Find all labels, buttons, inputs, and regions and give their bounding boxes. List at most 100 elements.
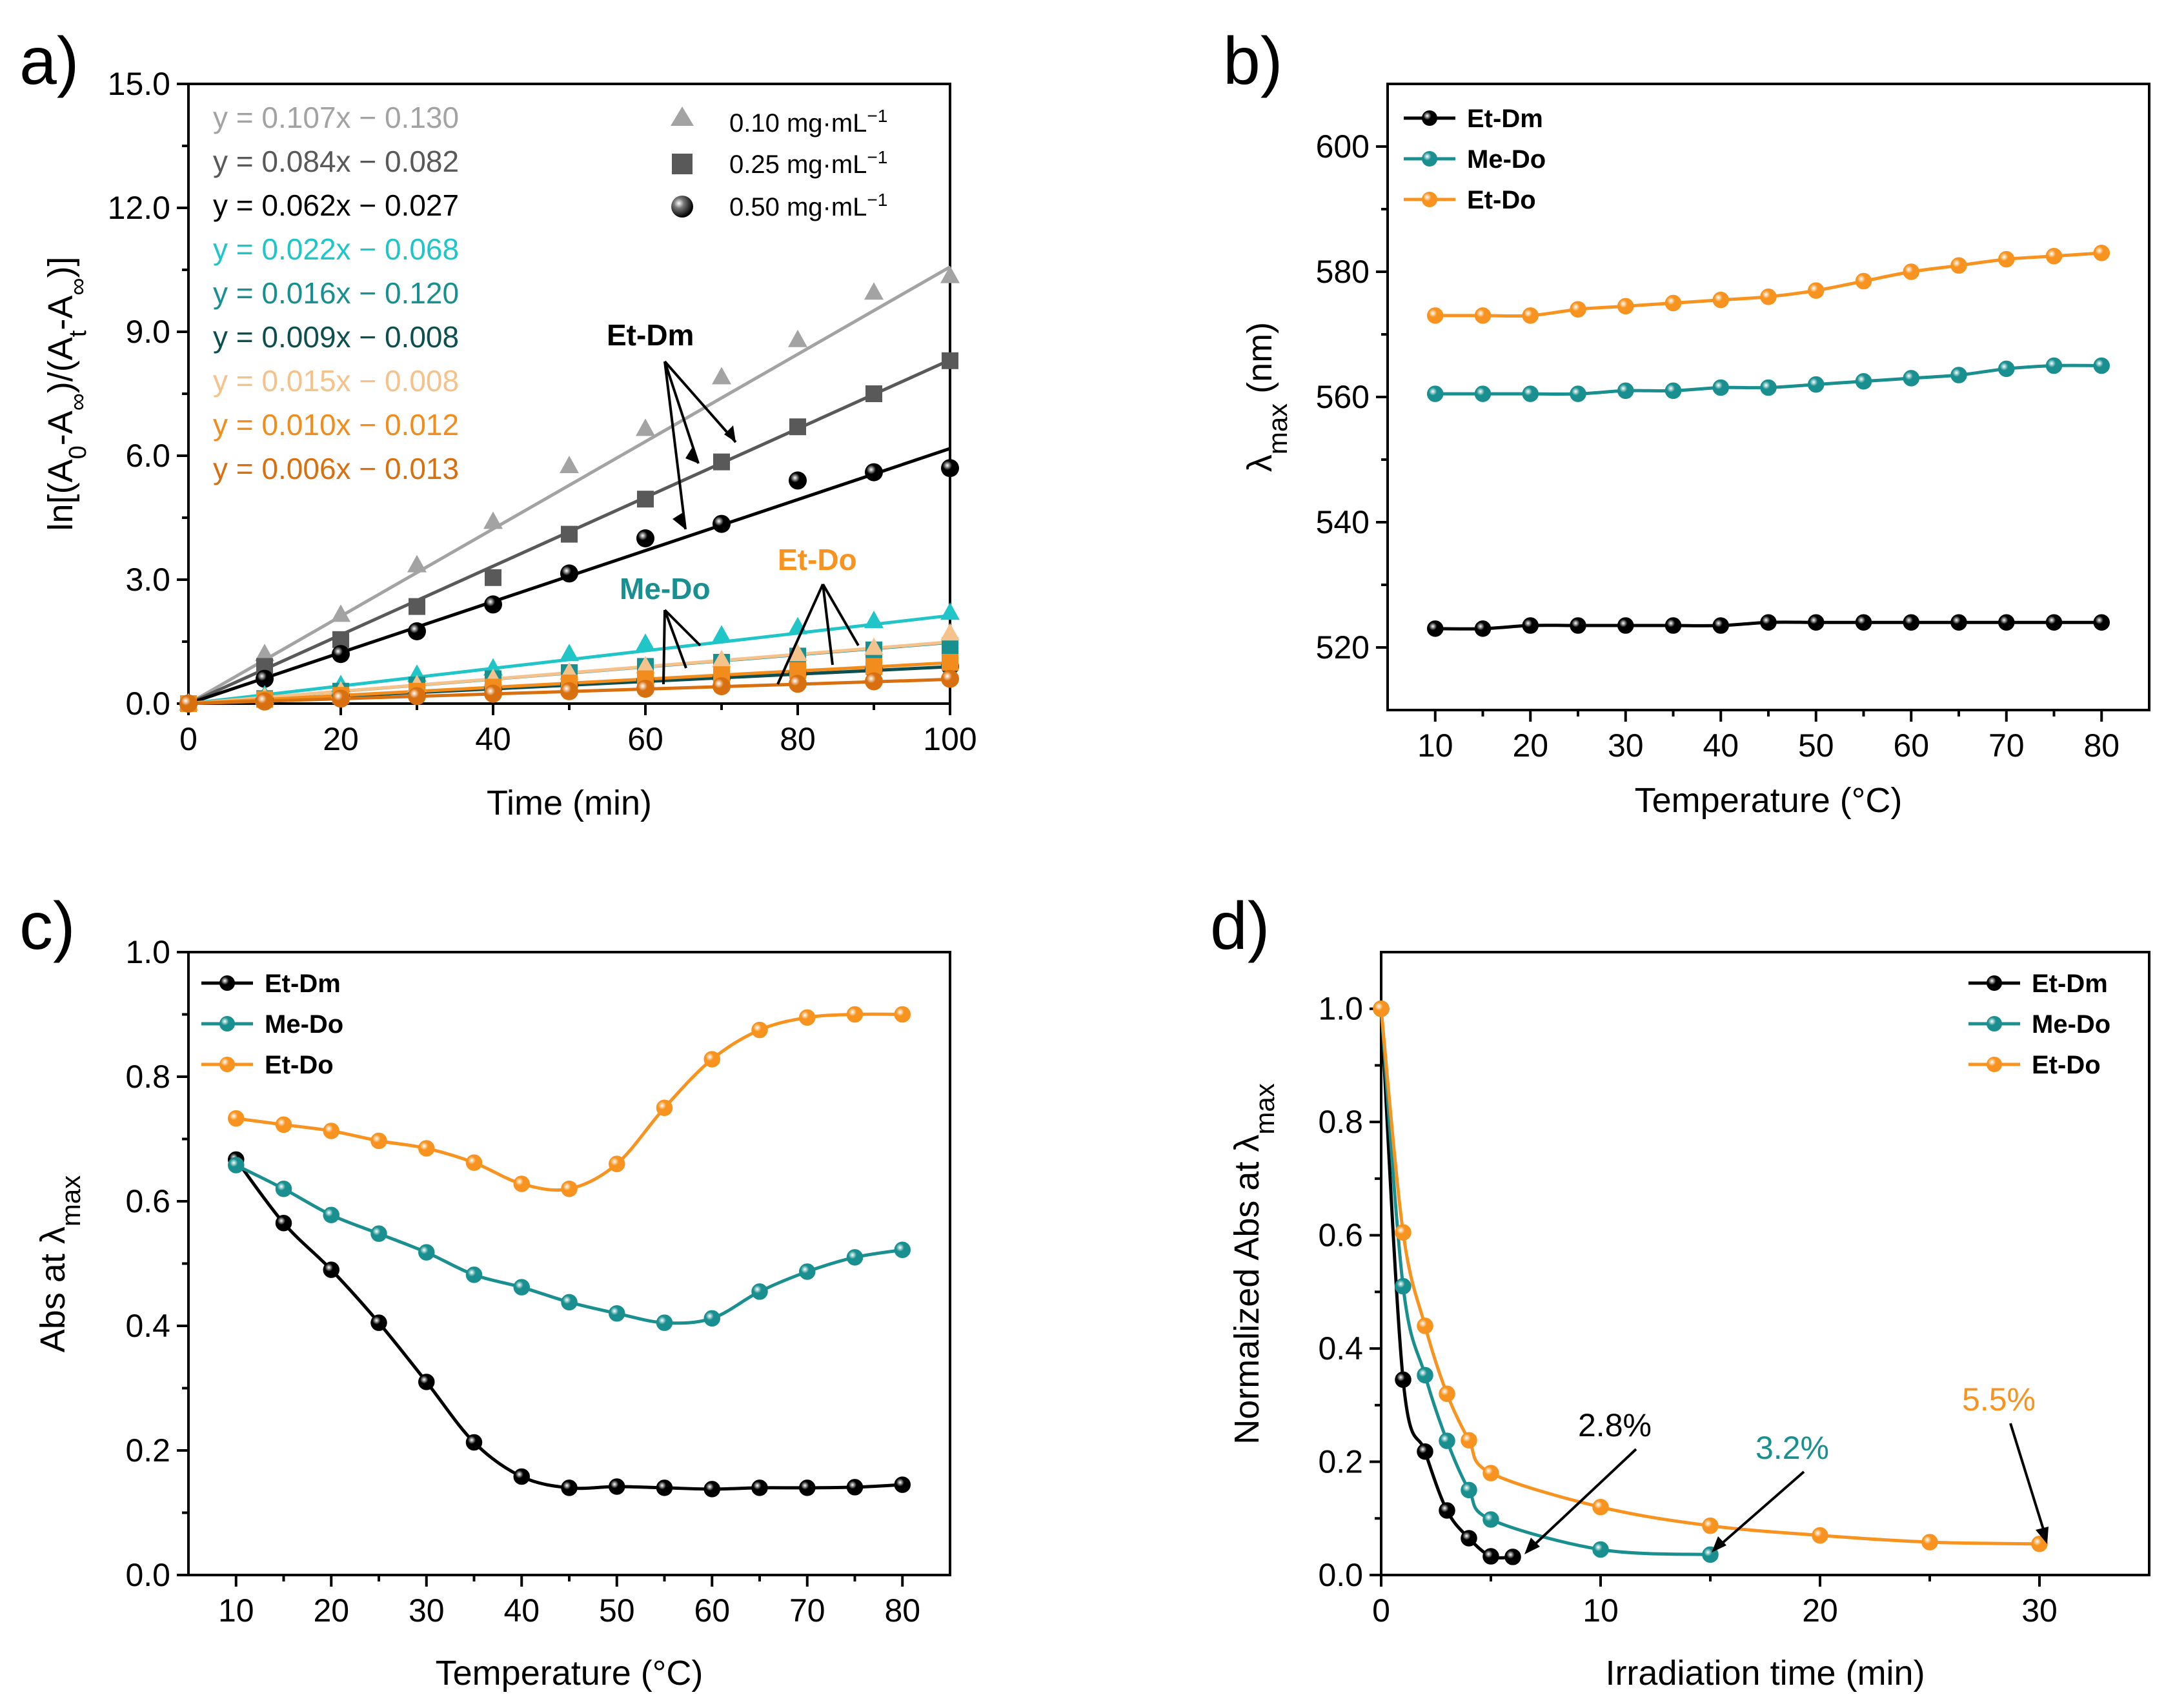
data-point	[865, 385, 882, 402]
equation-1: y = 0.107x − 0.130	[213, 101, 459, 134]
data-point	[465, 1266, 483, 1283]
data-point	[864, 611, 884, 628]
data-point	[418, 1374, 435, 1390]
x-tick-label: 80	[884, 1592, 920, 1629]
arrows-et-do-a	[776, 583, 860, 685]
arrowhead-3-2-percent	[1712, 1536, 1726, 1552]
panel-b-lines	[1427, 245, 2110, 637]
legend-label: Et-Do	[265, 1051, 334, 1079]
data-point	[2045, 357, 2063, 374]
data-point	[483, 511, 503, 529]
data-point	[256, 669, 274, 688]
legend-marker	[1987, 1057, 2002, 1072]
y-tick-label: 0.0	[125, 1557, 170, 1593]
x-tick-label: 70	[1988, 727, 2025, 764]
data-point	[275, 1116, 292, 1134]
panel-a-legend: 0.10 mg·mL−1 0.25 mg·mL−1 0.50 mg·mL−1	[671, 106, 887, 221]
data-point	[609, 1305, 625, 1322]
data-point	[865, 463, 883, 482]
data-point	[864, 282, 884, 300]
data-point	[656, 1479, 673, 1496]
data-point	[1592, 1541, 1609, 1558]
x-tick-label: 80	[2083, 727, 2119, 764]
legend-marker	[1422, 110, 1437, 126]
x-tick-label: 30	[1608, 727, 1644, 764]
data-point	[332, 645, 350, 664]
x-tick-label: 10	[1417, 727, 1453, 764]
data-point	[1482, 1548, 1499, 1565]
data-point	[636, 418, 655, 436]
data-point	[1427, 385, 1444, 402]
data-point	[513, 1279, 530, 1296]
y-tick-label: 600	[1316, 128, 1370, 165]
panel-d-frame	[1380, 951, 2150, 1576]
legend-label: Me-Do	[265, 1010, 343, 1039]
legend-label: Me-Do	[2032, 1010, 2110, 1039]
arrowheads-et-dm-a	[673, 425, 736, 529]
x-tick-label: 0	[1372, 1592, 1390, 1629]
data-point	[465, 1434, 483, 1451]
data-point	[894, 1006, 911, 1023]
panel-d-legend: Et-Dm Me-Do Et-Do	[1968, 970, 2110, 1079]
data-point	[1664, 617, 1682, 634]
x-tick-label: 40	[1703, 727, 1739, 764]
x-tick-label: 20	[1512, 727, 1548, 764]
data-point	[864, 637, 884, 655]
legend-label: Et-Do	[2032, 1051, 2101, 1079]
arrowhead-2-8-percent	[1524, 1538, 1540, 1554]
y-tick-label: 1.0	[1318, 991, 1363, 1027]
data-point	[1702, 1517, 1719, 1534]
data-point	[1617, 382, 1634, 400]
legend-label: Et-Dm	[1467, 105, 1543, 133]
data-point	[1570, 385, 1586, 402]
annotation-5-5-percent: 5.5%	[1962, 1381, 2036, 1418]
x-tick-label: 10	[218, 1592, 254, 1629]
data-point	[1461, 1432, 1477, 1449]
data-point	[1570, 301, 1586, 318]
annotation-et-dm-a: Et-Dm	[607, 318, 694, 352]
y-tick-label: 520	[1316, 629, 1370, 666]
equation-5: y = 0.016x − 0.120	[213, 276, 459, 310]
data-point	[1482, 1511, 1499, 1528]
panel-b-legend: Et-Dm Me-Do Et-Do	[1404, 105, 1546, 214]
data-point	[865, 658, 882, 675]
y-tick-label: 0.0	[1318, 1557, 1363, 1593]
data-point	[712, 625, 731, 643]
data-point	[561, 1180, 578, 1197]
data-point	[370, 1132, 387, 1150]
x-tick-label: 20	[313, 1592, 349, 1629]
panel-b-label: b)	[1223, 24, 1282, 99]
data-point	[560, 456, 579, 473]
data-point	[1592, 1498, 1609, 1516]
data-point	[465, 1154, 483, 1171]
data-point	[1760, 614, 1777, 631]
data-point	[941, 459, 959, 478]
series-line	[236, 1012, 903, 1192]
panel-a-x-label: Time (min)	[487, 784, 652, 822]
x-tick-label: 30	[409, 1592, 445, 1629]
data-point	[1439, 1432, 1455, 1449]
data-point	[331, 604, 350, 622]
y-tick-label: 560	[1316, 379, 1370, 415]
data-point	[1522, 307, 1539, 324]
panel-b-y-label: λmax (nm)	[1240, 322, 1293, 472]
data-point	[1950, 257, 1967, 274]
data-point	[2093, 245, 2110, 261]
x-tick-label: 60	[694, 1592, 730, 1629]
data-point	[228, 1110, 245, 1127]
arrow-3-2-percent	[1715, 1470, 1805, 1549]
y-tick-label: 0.2	[125, 1432, 170, 1469]
data-point	[1504, 1549, 1521, 1565]
data-point	[637, 491, 654, 508]
panel-a-ticks: 0 20 40 60 80 100 0.0 3.0 6.0 9.0 12.0 15.0	[108, 66, 977, 757]
data-point	[560, 682, 578, 700]
data-point	[799, 1009, 816, 1026]
data-point	[636, 633, 655, 651]
data-point	[323, 1261, 339, 1278]
equation-3: y = 0.062x − 0.027	[213, 188, 459, 222]
legend-marker	[1987, 1016, 2002, 1032]
legend-label: Et-Dm	[265, 970, 341, 998]
panel-c-lines	[228, 1006, 911, 1498]
y-tick-label: 12.0	[108, 190, 170, 226]
data-point	[799, 1263, 816, 1280]
